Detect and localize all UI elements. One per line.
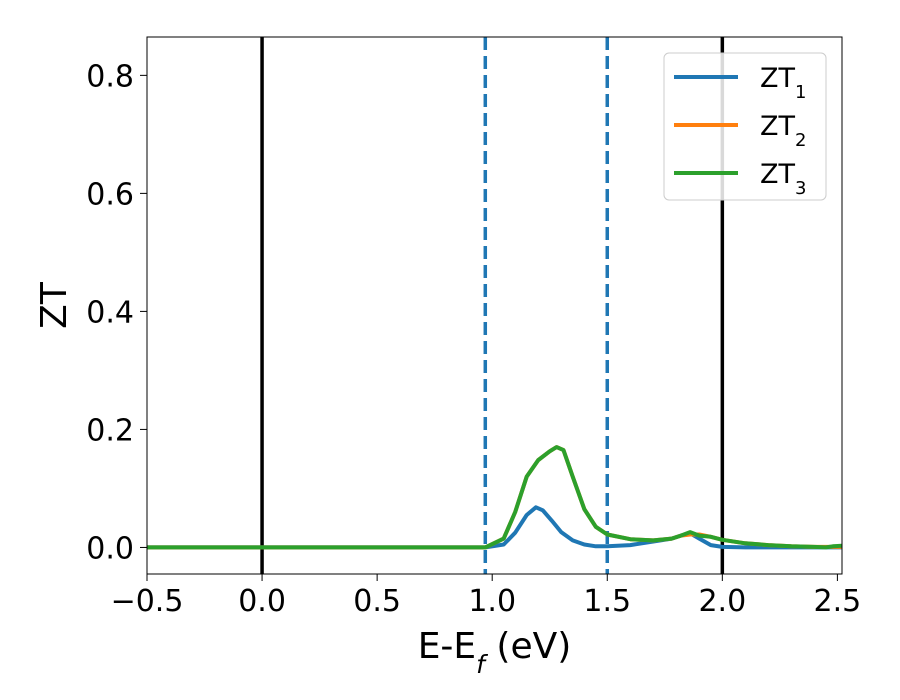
y-tick-label: 0.0 (86, 531, 134, 566)
legend-box (663, 52, 827, 201)
x-axis-label: E-Ef (eV) (418, 626, 572, 679)
x-tick-label: 0.0 (238, 584, 286, 619)
x-tick-label: 1.5 (583, 584, 631, 619)
x-tick-label: −0.5 (111, 584, 184, 619)
x-tick-label: 0.5 (353, 584, 401, 619)
series-lines (147, 445, 842, 550)
y-axis-label: ZT (34, 281, 75, 329)
legend-label-3: ZT3 (760, 159, 806, 199)
y-tick-label: 0.2 (86, 413, 134, 448)
legend: ZT1 ZT2 ZT3 (663, 52, 827, 201)
legend-label-2: ZT2 (760, 111, 806, 151)
y-axis-ticks: 0.0 0.2 0.4 0.6 0.8 (86, 59, 147, 566)
y-tick-label: 0.6 (86, 177, 134, 212)
x-tick-label: 1.0 (468, 584, 516, 619)
y-tick-label: 0.8 (86, 59, 134, 94)
legend-label-1: ZT1 (760, 63, 806, 103)
series-line-3 (147, 445, 842, 550)
plot-frame (146, 36, 843, 575)
y-tick-label: 0.4 (86, 295, 134, 330)
x-tick-label: 2.5 (814, 584, 862, 619)
series-line-1 (147, 505, 842, 550)
x-axis-ticks: −0.5 0.0 0.5 1.0 1.5 2.0 2.5 (111, 574, 862, 619)
x-tick-label: 2.0 (698, 584, 746, 619)
